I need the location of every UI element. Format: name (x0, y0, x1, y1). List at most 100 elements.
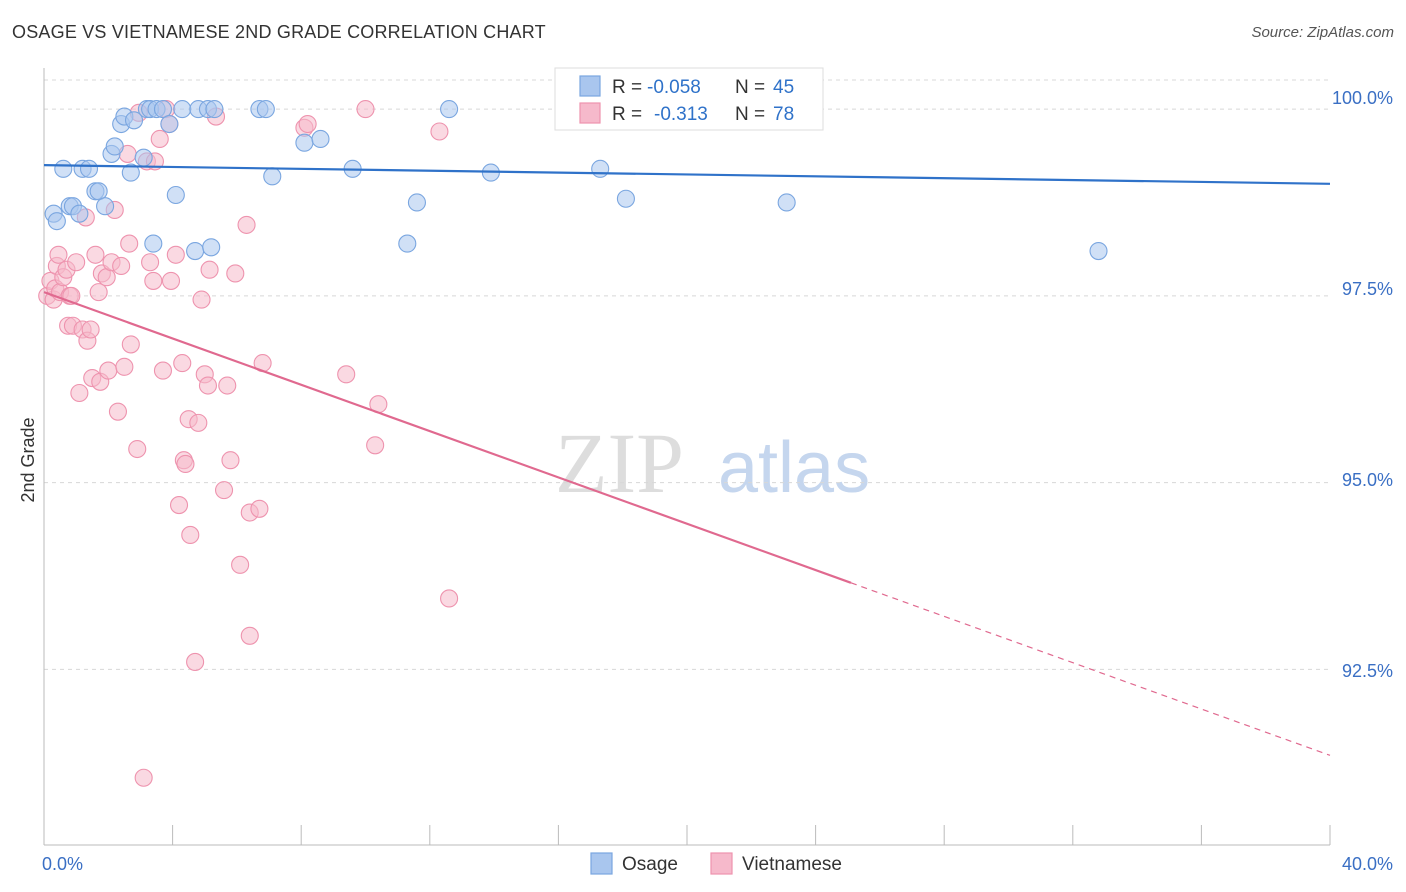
vietnamese-point (121, 335, 140, 354)
legend-osage-swatch (590, 852, 613, 875)
vietnamese-point (67, 253, 86, 272)
vietnamese-point (153, 361, 173, 380)
vietnamese-n-label: N = (735, 104, 765, 125)
vietnamese-point (70, 383, 89, 403)
vietnamese-point (218, 376, 237, 395)
vietnamese-point (166, 245, 185, 264)
vietnamese-point (120, 234, 139, 253)
vietnamese-n-value: 78 (773, 104, 794, 125)
stats-legend: R = -0.058 N = 45 R = -0.313 N = 78 (554, 67, 824, 131)
series-legend: Osage Vietnamese (590, 852, 842, 875)
vietnamese-point (112, 256, 131, 276)
y-tick-label: 97.5% (1342, 279, 1393, 299)
vietnamese-point (237, 215, 256, 234)
y-axis-label: 2nd Grade (18, 417, 38, 502)
osage-point (398, 234, 417, 253)
vietnamese-point (150, 129, 169, 149)
osage-point (407, 193, 426, 212)
vietnamese-point (81, 320, 100, 339)
osage-n-value: 45 (773, 77, 794, 98)
osage-point (96, 197, 115, 216)
osage-swatch (579, 75, 601, 97)
vietnamese-point (141, 253, 160, 272)
osage-point (121, 163, 140, 182)
vietnamese-point (226, 264, 245, 283)
vietnamese-point (134, 768, 153, 787)
osage-point (440, 100, 459, 119)
vietnamese-point (128, 439, 147, 459)
vietnamese-point (169, 496, 189, 515)
vietnamese-point (186, 652, 205, 672)
vietnamese-point (89, 283, 108, 302)
vietnamese-point (176, 454, 195, 474)
osage-point (186, 241, 205, 261)
osage-point (124, 111, 144, 130)
osage-trend-solid (43, 164, 1331, 185)
vietnamese-point (214, 481, 234, 500)
osage-point (263, 167, 282, 186)
osage-point (205, 100, 224, 119)
vietnamese-point (356, 100, 375, 119)
vietnamese-swatch (579, 102, 601, 124)
vietnamese-point (430, 122, 449, 141)
osage-point (777, 193, 796, 212)
osage-point (202, 238, 221, 257)
x-tick-label: 40.0% (1342, 854, 1393, 874)
vietnamese-point (144, 271, 163, 290)
vietnamese-point (440, 589, 459, 608)
vietnamese-r-value: -0.313 (654, 104, 708, 125)
osage-point (173, 100, 192, 119)
vietnamese-point (99, 361, 118, 380)
vietnamese-point (97, 268, 116, 287)
zipatlas-watermark: ZIP atlas (555, 415, 870, 511)
osage-point (166, 185, 185, 205)
osage-point (591, 159, 610, 178)
y-tick-label: 95.0% (1342, 470, 1393, 490)
legend-vietnamese-label: Vietnamese (742, 854, 842, 875)
vietnamese-point (221, 451, 240, 470)
osage-point (153, 100, 173, 119)
osage-point (311, 129, 330, 149)
osage-point (70, 204, 89, 223)
vietnamese-trend-solid (43, 291, 852, 584)
vietnamese-point (366, 436, 385, 455)
osage-r-value: -0.058 (647, 77, 701, 98)
trend-lines (43, 164, 1331, 756)
vietnamese-point (161, 271, 181, 290)
watermark-zip: ZIP (555, 415, 684, 511)
vietnamese-r-label: R = (612, 104, 642, 125)
x-tick-label: 0.0% (42, 854, 83, 874)
legend-vietnamese-swatch (710, 852, 733, 875)
osage-point (144, 234, 163, 253)
vietnamese-point (298, 114, 317, 134)
y-tick-label: 100.0% (1332, 88, 1393, 108)
osage-point (47, 212, 66, 231)
vietnamese-point (240, 626, 259, 645)
axes (43, 68, 1331, 846)
chart-title: OSAGE VS VIETNAMESE 2ND GRADE CORRELATIO… (12, 22, 546, 42)
vietnamese-point (200, 260, 219, 279)
osage-n-label: N = (735, 77, 765, 98)
vietnamese-point (86, 245, 105, 264)
vietnamese-point (189, 413, 208, 432)
osage-point (256, 100, 275, 119)
osage-points (44, 100, 1108, 261)
watermark-atlas: atlas (718, 428, 870, 508)
osage-point (54, 159, 73, 178)
osage-point (89, 182, 108, 201)
vietnamese-point (198, 376, 218, 395)
legend-osage-label: Osage (622, 854, 678, 875)
vietnamese-point (337, 365, 356, 384)
vietnamese-point (173, 354, 192, 373)
source-label: Source: ZipAtlas.com (1251, 24, 1394, 41)
vietnamese-point (192, 290, 211, 309)
vietnamese-point (250, 499, 269, 518)
osage-point (79, 159, 99, 178)
osage-r-label: R = (612, 77, 642, 98)
osage-point (160, 114, 179, 134)
osage-point (616, 189, 635, 208)
vietnamese-point (231, 555, 250, 574)
osage-point (105, 137, 124, 156)
osage-point (134, 148, 153, 167)
